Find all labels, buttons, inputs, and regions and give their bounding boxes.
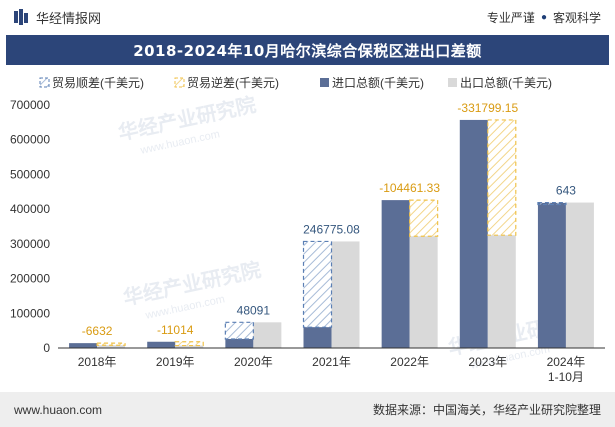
x-tick-label: 2023年 bbox=[468, 355, 507, 369]
legend-label: 出口总额(千美元) bbox=[460, 76, 552, 90]
footer-website: www.huaon.com bbox=[14, 402, 103, 417]
legend-label: 贸易逆差(千美元) bbox=[187, 75, 279, 90]
y-tick-label: 200000 bbox=[10, 272, 50, 286]
export-bar bbox=[331, 241, 360, 348]
legend-swatch bbox=[320, 78, 329, 87]
x-tick-label: 2018年 bbox=[78, 355, 117, 369]
deficit-bar bbox=[174, 341, 204, 347]
export-bar bbox=[253, 322, 282, 348]
x-tick-label: 2019年 bbox=[156, 355, 195, 369]
data-label: 48091 bbox=[237, 303, 271, 317]
legend-swatch bbox=[39, 77, 50, 88]
legend-swatch bbox=[174, 77, 185, 88]
import-bar bbox=[303, 327, 332, 348]
surplus-bar bbox=[537, 201, 567, 206]
legend-label: 贸易顺差(千美元) bbox=[52, 76, 144, 90]
x-tick-label: 2021年 bbox=[312, 355, 351, 369]
y-tick-label: 300000 bbox=[10, 237, 50, 251]
deficit-bar bbox=[409, 199, 439, 237]
import-bar bbox=[537, 202, 566, 348]
import-bar bbox=[459, 119, 488, 348]
x-tick-label: 2020年 bbox=[234, 355, 273, 369]
y-axis: 0 100000 200000 300000 400000 500000 600000 700… bbox=[10, 98, 50, 355]
footer: www.huaon.com 数据来源：中国海关，华经产业研究院整理 bbox=[0, 392, 615, 427]
x-tick-label: 2024年 bbox=[547, 355, 586, 369]
surplus-bar bbox=[302, 240, 333, 328]
dot-separator-icon: ● bbox=[540, 11, 547, 23]
data-label: -11014 bbox=[157, 323, 194, 337]
export-bar bbox=[565, 202, 594, 348]
tagline-right: 客观科学 bbox=[552, 10, 601, 25]
y-tick-label: 500000 bbox=[10, 167, 50, 181]
x-tick-label: 2022年 bbox=[390, 355, 429, 369]
y-tick-label: 400000 bbox=[10, 202, 50, 216]
tagline: 专业严谨 ● 客观科学 bbox=[487, 9, 601, 26]
deficit-bar bbox=[96, 342, 126, 346]
footer-source: 数据来源：中国海关，华经产业研究院整理 bbox=[372, 403, 601, 417]
y-tick-label: 100000 bbox=[10, 306, 50, 320]
data-label: 246775.08 bbox=[303, 222, 360, 236]
brand-name: 华经情报网 bbox=[36, 10, 102, 26]
deficit-bar bbox=[487, 119, 517, 236]
data-label: 643 bbox=[556, 184, 576, 198]
brand: 华经情报网 bbox=[14, 8, 101, 27]
y-tick-label: 600000 bbox=[10, 133, 50, 147]
y-tick-label: 700000 bbox=[10, 98, 50, 112]
export-bar bbox=[409, 236, 438, 348]
chart-title: 2018-2024年10月哈尔滨综合保税区进出口差额 bbox=[6, 35, 609, 65]
x-tick-label: 1-10月 bbox=[548, 370, 584, 384]
data-label: -331799.15 bbox=[457, 101, 518, 115]
import-bar bbox=[147, 341, 176, 348]
legend-swatch bbox=[448, 78, 457, 87]
x-axis: 2018年 2019年 2020年 2021年 2022年 2023年 2024年1-10月 bbox=[58, 347, 605, 384]
header-bar: 华经情报网 专业严谨 ● 客观科学 bbox=[0, 0, 615, 34]
y-tick-label: 0 bbox=[43, 341, 50, 355]
import-bar bbox=[225, 338, 254, 348]
data-label: -6632 bbox=[82, 324, 113, 338]
legend-label: 进口总额(千美元) bbox=[332, 76, 424, 90]
surplus-bar bbox=[224, 321, 254, 340]
tagline-left: 专业严谨 bbox=[486, 10, 535, 25]
import-bar bbox=[69, 343, 98, 348]
brand-logo-icon bbox=[14, 9, 28, 25]
data-label: -104461.33 bbox=[379, 181, 440, 195]
chart: 华经产业研究院www.huaon.com华经产业研究院www.huaon.com… bbox=[10, 75, 605, 384]
export-bar bbox=[487, 235, 516, 348]
legend: 贸易顺差(千美元) 贸易逆差(千美元) 进口总额(千美元) 出口总额(千美元) bbox=[39, 75, 552, 90]
data-labels: -6632 -11014 48091 246775.08 -104461.33 -3317… bbox=[82, 101, 577, 338]
import-bar bbox=[381, 200, 410, 348]
bars bbox=[69, 119, 594, 348]
export-bar bbox=[97, 345, 126, 348]
export-bar bbox=[175, 345, 204, 348]
